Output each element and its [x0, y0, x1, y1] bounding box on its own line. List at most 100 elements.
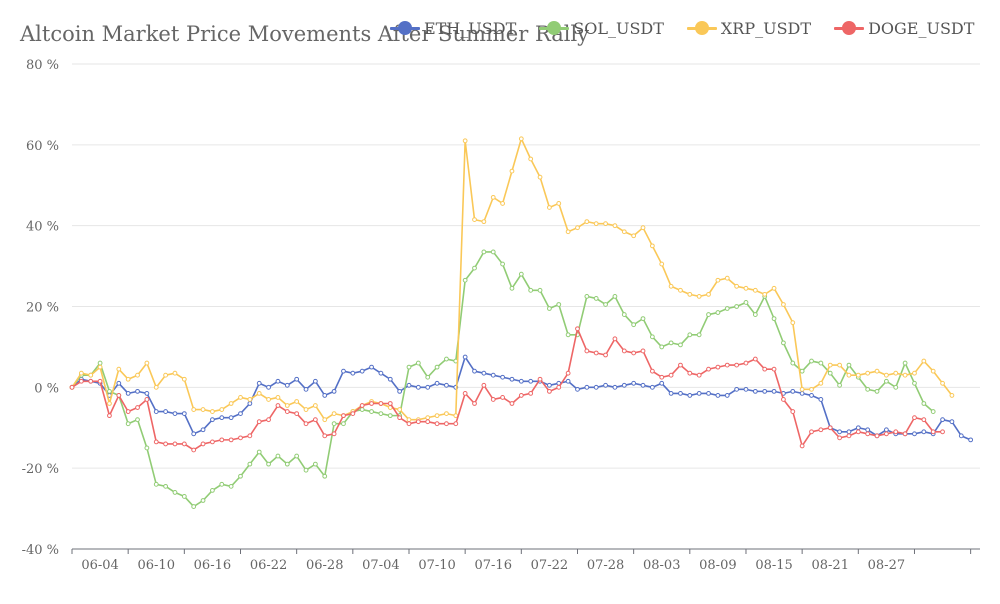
data-point[interactable] — [228, 437, 234, 443]
data-point[interactable] — [191, 431, 197, 437]
data-point[interactable] — [724, 393, 730, 398]
data-point[interactable] — [799, 390, 805, 396]
data-point[interactable] — [472, 368, 477, 374]
data-point[interactable] — [921, 358, 927, 364]
data-point[interactable] — [575, 225, 580, 231]
data-point[interactable] — [415, 419, 421, 425]
data-point[interactable] — [809, 386, 814, 392]
data-point[interactable] — [855, 425, 861, 431]
data-point[interactable] — [846, 362, 852, 368]
data-point[interactable] — [790, 409, 796, 414]
data-point[interactable] — [219, 415, 225, 421]
data-point[interactable] — [949, 393, 955, 398]
data-point[interactable] — [537, 287, 543, 293]
data-point[interactable] — [97, 378, 103, 384]
data-point[interactable] — [219, 481, 225, 487]
data-point[interactable] — [640, 225, 646, 231]
data-point[interactable] — [210, 439, 215, 445]
data-point[interactable] — [107, 401, 112, 406]
data-point[interactable] — [940, 417, 945, 423]
data-point[interactable] — [902, 431, 908, 437]
data-point[interactable] — [706, 390, 711, 396]
data-point[interactable] — [481, 370, 487, 376]
data-point[interactable] — [284, 382, 290, 388]
data-point[interactable] — [547, 306, 552, 311]
data-point[interactable] — [912, 370, 917, 376]
data-point[interactable] — [284, 461, 290, 467]
data-point[interactable] — [781, 397, 786, 402]
data-point[interactable] — [827, 370, 833, 376]
data-point[interactable] — [696, 332, 702, 338]
data-point[interactable] — [144, 397, 150, 402]
data-point[interactable] — [612, 384, 618, 390]
data-point[interactable] — [743, 360, 749, 366]
data-point[interactable] — [930, 429, 936, 435]
data-point[interactable] — [181, 441, 187, 447]
data-point[interactable] — [238, 395, 243, 400]
data-point[interactable] — [247, 401, 253, 406]
data-point[interactable] — [322, 473, 328, 479]
data-point[interactable] — [547, 388, 552, 394]
data-point[interactable] — [78, 378, 84, 384]
data-point[interactable] — [518, 378, 524, 384]
data-point[interactable] — [434, 380, 440, 386]
data-point[interactable] — [284, 403, 290, 408]
data-point[interactable] — [200, 498, 206, 503]
data-point[interactable] — [331, 421, 337, 427]
data-point[interactable] — [69, 384, 75, 390]
data-point[interactable] — [621, 312, 627, 317]
data-point[interactable] — [912, 380, 917, 386]
data-point[interactable] — [771, 388, 777, 394]
data-point[interactable] — [238, 473, 243, 479]
data-point[interactable] — [537, 174, 543, 180]
data-point[interactable] — [135, 405, 140, 410]
data-point[interactable] — [771, 285, 777, 291]
data-point[interactable] — [631, 380, 637, 386]
data-point[interactable] — [107, 413, 112, 419]
data-point[interactable] — [275, 453, 281, 459]
data-point[interactable] — [107, 388, 112, 394]
data-point[interactable] — [865, 386, 871, 392]
data-point[interactable] — [200, 441, 206, 447]
data-point[interactable] — [210, 417, 215, 423]
data-point[interactable] — [781, 302, 786, 307]
data-point[interactable] — [312, 403, 318, 408]
data-point[interactable] — [181, 411, 187, 417]
data-point[interactable] — [649, 384, 655, 390]
data-point[interactable] — [266, 417, 271, 423]
data-point[interactable] — [771, 316, 777, 322]
data-point[interactable] — [659, 261, 665, 267]
data-point[interactable] — [734, 362, 740, 368]
data-point[interactable] — [210, 487, 215, 493]
data-point[interactable] — [809, 393, 814, 398]
data-point[interactable] — [490, 194, 496, 200]
data-point[interactable] — [256, 390, 262, 396]
data-point[interactable] — [153, 409, 159, 414]
data-point[interactable] — [902, 372, 908, 378]
data-point[interactable] — [247, 433, 253, 439]
data-point[interactable] — [518, 136, 524, 142]
data-point[interactable] — [228, 483, 234, 489]
data-point[interactable] — [509, 401, 515, 406]
data-point[interactable] — [312, 378, 318, 384]
data-point[interactable] — [425, 419, 431, 425]
data-point[interactable] — [153, 384, 159, 390]
data-point[interactable] — [434, 421, 440, 427]
data-point[interactable] — [266, 397, 271, 402]
data-point[interactable] — [575, 386, 580, 392]
data-point[interactable] — [341, 368, 346, 374]
data-point[interactable] — [172, 411, 178, 417]
data-point[interactable] — [481, 382, 487, 388]
data-point[interactable] — [855, 429, 861, 435]
data-point[interactable] — [556, 384, 562, 390]
data-point[interactable] — [715, 277, 721, 283]
data-point[interactable] — [696, 372, 702, 378]
data-point[interactable] — [734, 386, 740, 392]
data-point[interactable] — [649, 368, 655, 374]
data-point[interactable] — [715, 310, 721, 315]
data-point[interactable] — [163, 483, 169, 489]
data-point[interactable] — [294, 411, 300, 417]
data-point[interactable] — [341, 413, 346, 419]
data-point[interactable] — [593, 350, 599, 356]
data-point[interactable] — [809, 429, 814, 435]
